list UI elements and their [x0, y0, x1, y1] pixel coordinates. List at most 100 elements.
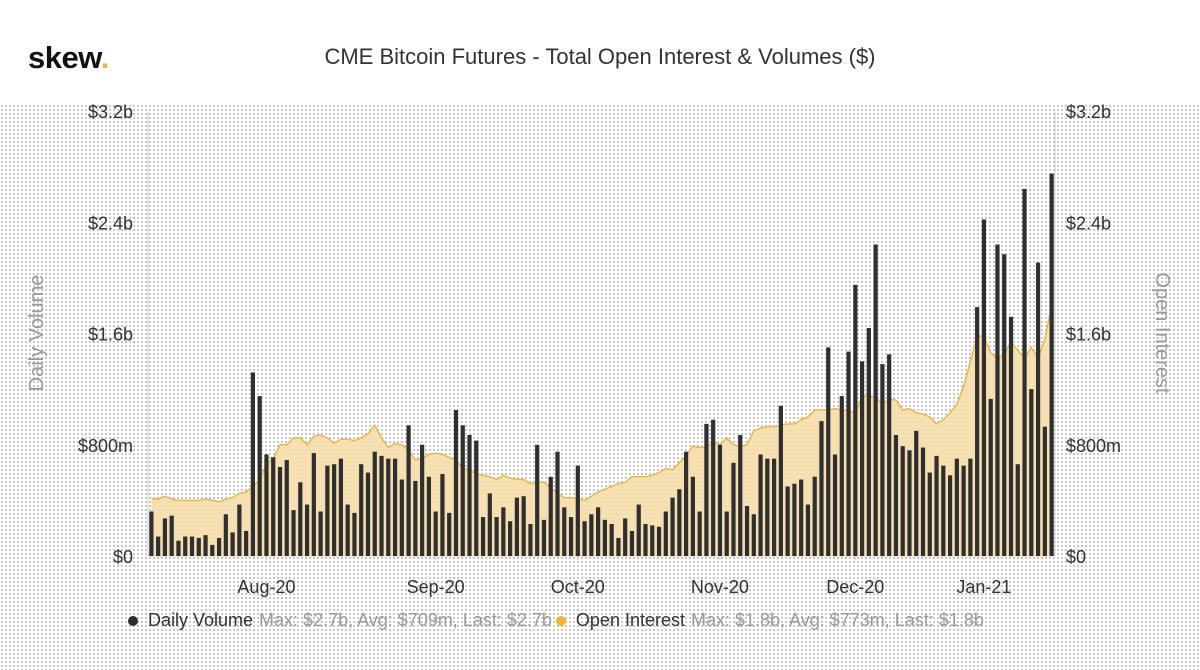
- volume-bar[interactable]: [656, 526, 662, 556]
- volume-bar[interactable]: [332, 464, 337, 556]
- volume-bar[interactable]: [799, 479, 804, 556]
- volume-bar[interactable]: [880, 364, 885, 556]
- volume-bar[interactable]: [981, 219, 987, 556]
- volume-bar[interactable]: [257, 396, 262, 556]
- volume-bar[interactable]: [914, 430, 919, 556]
- volume-bar[interactable]: [826, 347, 831, 556]
- volume-bar[interactable]: [697, 511, 702, 557]
- volume-bar[interactable]: [860, 361, 865, 556]
- volume-bar[interactable]: [189, 536, 195, 556]
- volume-bar[interactable]: [684, 451, 689, 556]
- volume-bar[interactable]: [230, 532, 235, 556]
- volume-bar[interactable]: [223, 514, 228, 556]
- volume-bar[interactable]: [772, 458, 777, 556]
- volume-bar[interactable]: [589, 514, 594, 556]
- volume-bar[interactable]: [420, 444, 425, 556]
- volume-bar[interactable]: [1035, 262, 1041, 556]
- volume-bar[interactable]: [433, 511, 438, 557]
- volume-bar[interactable]: [426, 476, 431, 556]
- volume-bar[interactable]: [467, 435, 472, 556]
- volume-bar[interactable]: [907, 450, 912, 556]
- volume-bar[interactable]: [399, 479, 404, 556]
- volume-bar[interactable]: [670, 497, 675, 556]
- volume-bar[interactable]: [392, 458, 398, 556]
- volume-bar[interactable]: [183, 536, 188, 556]
- volume-bar[interactable]: [352, 512, 357, 556]
- volume-bar[interactable]: [711, 419, 716, 556]
- volume-bar[interactable]: [541, 519, 547, 556]
- volume-bar[interactable]: [196, 537, 201, 556]
- volume-bar[interactable]: [528, 524, 533, 556]
- volume-bar[interactable]: [413, 480, 418, 556]
- volume-bar[interactable]: [934, 455, 939, 557]
- volume-bar[interactable]: [839, 396, 844, 556]
- volume-bar[interactable]: [636, 504, 641, 556]
- volume-bar[interactable]: [866, 327, 871, 556]
- volume-bar[interactable]: [169, 515, 174, 556]
- volume-bar[interactable]: [379, 455, 384, 557]
- volume-bar[interactable]: [731, 462, 736, 556]
- volume-bar[interactable]: [521, 496, 526, 556]
- volume-bar[interactable]: [873, 244, 878, 557]
- volume-bar[interactable]: [832, 454, 838, 556]
- volume-bar[interactable]: [650, 525, 655, 556]
- volume-bar[interactable]: [284, 460, 289, 556]
- volume-bar[interactable]: [568, 517, 574, 556]
- volume-bar[interactable]: [250, 372, 256, 556]
- volume-bar[interactable]: [663, 511, 668, 557]
- volume-bar[interactable]: [548, 476, 553, 556]
- volume-bar[interactable]: [778, 405, 783, 556]
- volume-bar[interactable]: [514, 497, 519, 556]
- volume-bar[interactable]: [704, 423, 709, 556]
- volume-bar[interactable]: [216, 537, 222, 556]
- volume-bar[interactable]: [582, 521, 587, 556]
- volume-bar[interactable]: [812, 476, 817, 556]
- volume-bar[interactable]: [318, 511, 323, 557]
- volume-bar[interactable]: [156, 536, 161, 556]
- volume-bar[interactable]: [941, 465, 946, 556]
- volume-bar[interactable]: [1002, 254, 1007, 557]
- volume-bar[interactable]: [846, 351, 851, 556]
- volume-bar[interactable]: [1049, 173, 1054, 556]
- volume-bar[interactable]: [887, 354, 892, 556]
- volume-bar[interactable]: [1015, 464, 1020, 556]
- volume-bar[interactable]: [677, 489, 682, 556]
- volume-bar[interactable]: [1022, 188, 1027, 557]
- volume-bar[interactable]: [304, 504, 310, 556]
- volume-bar[interactable]: [988, 398, 993, 556]
- volume-bar[interactable]: [149, 511, 154, 557]
- volume-bar[interactable]: [372, 451, 377, 556]
- legend-item-open-interest[interactable]: Open Interest Max: $1.8b, Avg: $773m, Las…: [555, 610, 984, 631]
- volume-bar[interactable]: [162, 518, 168, 556]
- volume-bar[interactable]: [386, 458, 391, 556]
- volume-bar[interactable]: [298, 482, 303, 556]
- volume-bar[interactable]: [325, 465, 330, 556]
- volume-bar[interactable]: [440, 473, 445, 556]
- volume-bar[interactable]: [447, 512, 452, 556]
- volume-bar[interactable]: [643, 524, 648, 556]
- volume-bar[interactable]: [480, 517, 486, 556]
- volume-bar[interactable]: [758, 454, 763, 556]
- volume-bar[interactable]: [277, 467, 283, 556]
- volume-bar[interactable]: [596, 507, 601, 556]
- volume-bar[interactable]: [616, 537, 621, 556]
- volume-bar[interactable]: [785, 486, 790, 556]
- volume-bar[interactable]: [176, 540, 181, 556]
- volume-bar[interactable]: [623, 518, 628, 556]
- volume-bar[interactable]: [751, 514, 756, 556]
- volume-bar[interactable]: [359, 464, 364, 556]
- volume-bar[interactable]: [494, 517, 499, 556]
- volume-bar[interactable]: [271, 457, 276, 556]
- volume-bar[interactable]: [609, 524, 614, 556]
- volume-bar[interactable]: [535, 444, 540, 556]
- volume-bar[interactable]: [203, 535, 208, 556]
- volume-bar[interactable]: [474, 440, 479, 556]
- volume-bar[interactable]: [460, 425, 465, 556]
- volume-bar[interactable]: [920, 447, 926, 556]
- volume-bar[interactable]: [365, 472, 371, 556]
- legend-item-daily-volume[interactable]: Daily Volume Max: $2.7b, Avg: $709m, Last…: [128, 610, 552, 631]
- volume-bar[interactable]: [1042, 426, 1047, 556]
- volume-bar[interactable]: [487, 493, 492, 556]
- volume-bar[interactable]: [893, 435, 899, 556]
- volume-bar[interactable]: [819, 421, 824, 556]
